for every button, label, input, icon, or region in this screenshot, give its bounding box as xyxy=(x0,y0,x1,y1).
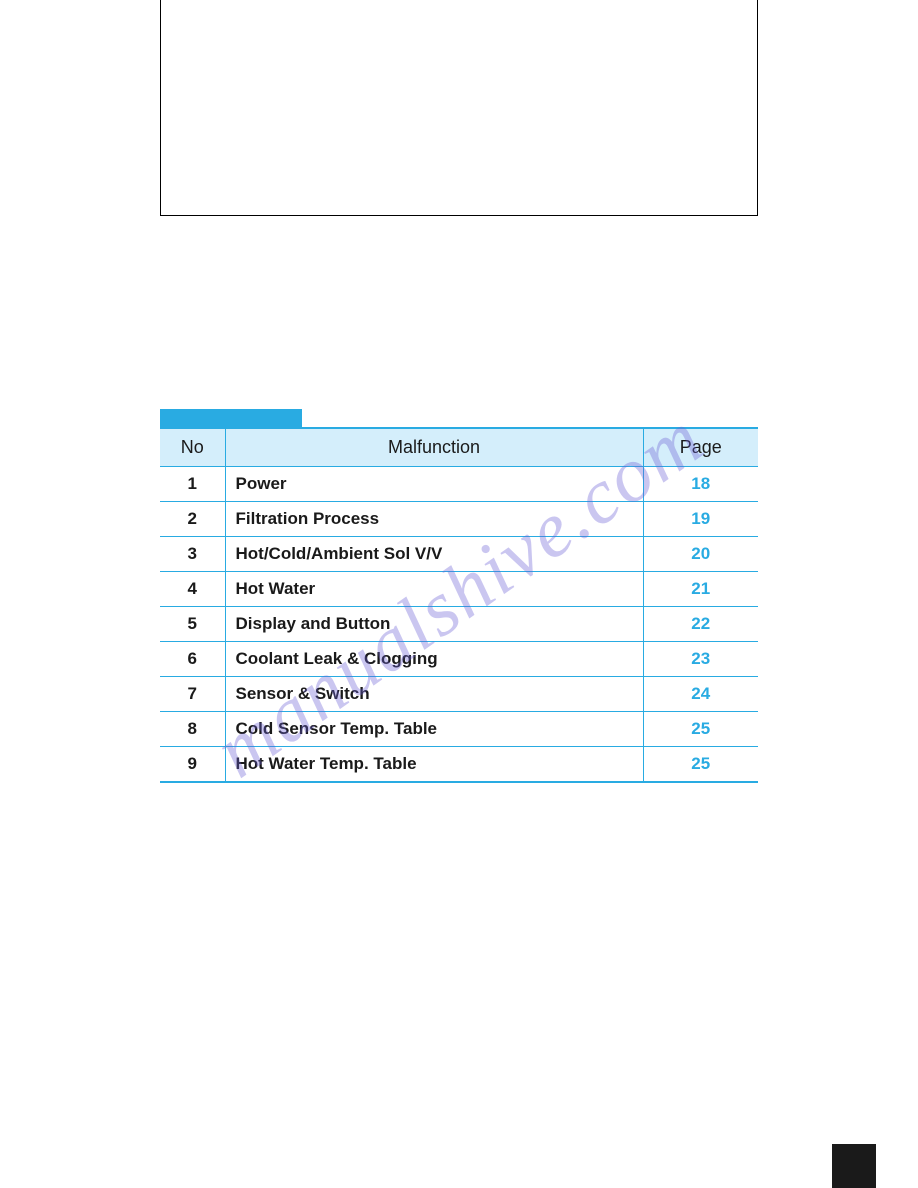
cell-malfunction: Hot Water Temp. Table xyxy=(225,747,643,783)
table-row: 3 Hot/Cold/Ambient Sol V/V 20 xyxy=(160,537,758,572)
table-row: 6 Coolant Leak & Clogging 23 xyxy=(160,642,758,677)
cell-page-link[interactable]: 25 xyxy=(643,712,758,747)
cell-page-link[interactable]: 25 xyxy=(643,747,758,783)
cell-malfunction: Cold Sensor Temp. Table xyxy=(225,712,643,747)
table-row: 7 Sensor & Switch 24 xyxy=(160,677,758,712)
malfunction-table: No Malfunction Page 1 Power 18 2 Filtrat… xyxy=(160,427,758,783)
cell-page-link[interactable]: 23 xyxy=(643,642,758,677)
cell-no: 2 xyxy=(160,502,225,537)
cell-page-link[interactable]: 24 xyxy=(643,677,758,712)
table-row: 1 Power 18 xyxy=(160,467,758,502)
table-row: 5 Display and Button 22 xyxy=(160,607,758,642)
cell-no: 1 xyxy=(160,467,225,502)
cell-no: 6 xyxy=(160,642,225,677)
cell-no: 8 xyxy=(160,712,225,747)
cell-malfunction: Display and Button xyxy=(225,607,643,642)
cell-malfunction: Filtration Process xyxy=(225,502,643,537)
cell-no: 5 xyxy=(160,607,225,642)
cell-no: 4 xyxy=(160,572,225,607)
col-header-malfunction: Malfunction xyxy=(225,428,643,467)
cell-page-link[interactable]: 20 xyxy=(643,537,758,572)
cell-page-link[interactable]: 19 xyxy=(643,502,758,537)
cell-no: 9 xyxy=(160,747,225,783)
cell-malfunction: Hot/Cold/Ambient Sol V/V xyxy=(225,537,643,572)
table-header-row: No Malfunction Page xyxy=(160,428,758,467)
cell-malfunction: Power xyxy=(225,467,643,502)
cell-no: 7 xyxy=(160,677,225,712)
malfunction-table-container: No Malfunction Page 1 Power 18 2 Filtrat… xyxy=(160,427,758,783)
cell-no: 3 xyxy=(160,537,225,572)
section-tab xyxy=(160,409,302,427)
cell-malfunction: Coolant Leak & Clogging xyxy=(225,642,643,677)
col-header-page: Page xyxy=(643,428,758,467)
table-row: 8 Cold Sensor Temp. Table 25 xyxy=(160,712,758,747)
cell-page-link[interactable]: 18 xyxy=(643,467,758,502)
table-row: 2 Filtration Process 19 xyxy=(160,502,758,537)
top-empty-frame xyxy=(160,0,758,216)
col-header-no: No xyxy=(160,428,225,467)
cell-page-link[interactable]: 21 xyxy=(643,572,758,607)
page-number-block xyxy=(832,1144,876,1188)
cell-malfunction: Sensor & Switch xyxy=(225,677,643,712)
cell-malfunction: Hot Water xyxy=(225,572,643,607)
cell-page-link[interactable]: 22 xyxy=(643,607,758,642)
table-row: 9 Hot Water Temp. Table 25 xyxy=(160,747,758,783)
table-row: 4 Hot Water 21 xyxy=(160,572,758,607)
